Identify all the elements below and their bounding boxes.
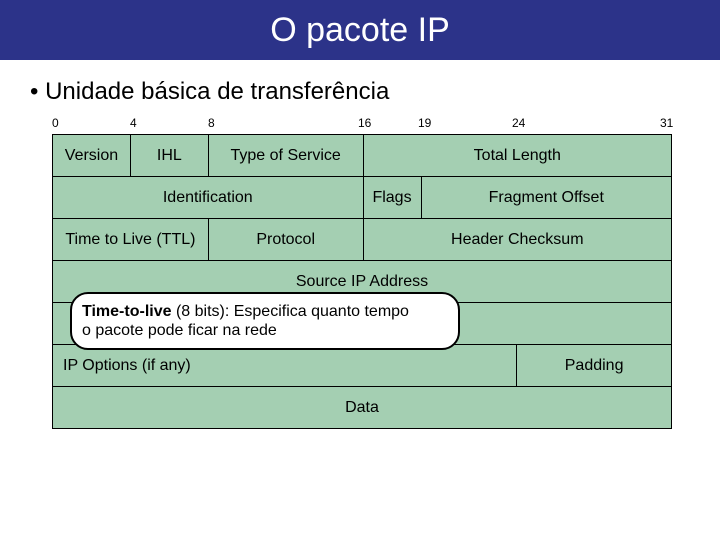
ttl-callout: Time-to-live (8 bits): Especifica quanto…: [70, 292, 460, 350]
field-fragment-offset: Fragment Offset: [421, 177, 672, 219]
bullet-text: Unidade básica de transferência: [30, 78, 690, 106]
field-checksum: Header Checksum: [363, 219, 671, 261]
field-identification: Identification: [53, 177, 364, 219]
ruler-24: 24: [512, 116, 525, 130]
row-2: Identification Flags Fragment Offset: [53, 177, 672, 219]
bit-ruler: 0 4 8 16 19 24 31: [52, 116, 672, 134]
row-1: Version IHL Type of Service Total Length: [53, 135, 672, 177]
title-bar: O pacote IP: [0, 0, 720, 60]
ruler-4: 4: [130, 116, 137, 130]
callout-bold: Time-to-live: [82, 303, 172, 320]
ruler-31: 31: [660, 116, 673, 130]
field-padding: Padding: [517, 345, 672, 387]
callout-rest2: o pacote pode ficar na rede: [82, 322, 277, 339]
ruler-16: 16: [358, 116, 371, 130]
row-6: IP Options (if any) Padding: [53, 345, 672, 387]
field-flags: Flags: [363, 177, 421, 219]
content: Unidade básica de transferência 0 4 8 16…: [0, 60, 720, 429]
ruler-0: 0: [52, 116, 59, 130]
field-ttl: Time to Live (TTL): [53, 219, 209, 261]
row-7: Data: [53, 387, 672, 429]
field-protocol: Protocol: [208, 219, 363, 261]
field-version: Version: [53, 135, 131, 177]
row-3: Time to Live (TTL) Protocol Header Check…: [53, 219, 672, 261]
callout-rest1: (8 bits): Especifica quanto tempo: [172, 303, 409, 320]
field-data: Data: [53, 387, 672, 429]
ruler-8: 8: [208, 116, 215, 130]
field-ihl: IHL: [130, 135, 208, 177]
field-ip-options: IP Options (if any): [53, 345, 517, 387]
ip-packet-table: Version IHL Type of Service Total Length…: [52, 134, 672, 429]
page-title: O pacote IP: [270, 11, 450, 50]
diagram: 0 4 8 16 19 24 31 Version IHL Type of Se…: [52, 116, 690, 429]
ruler-19: 19: [418, 116, 431, 130]
field-tos: Type of Service: [208, 135, 363, 177]
field-total-length: Total Length: [363, 135, 671, 177]
